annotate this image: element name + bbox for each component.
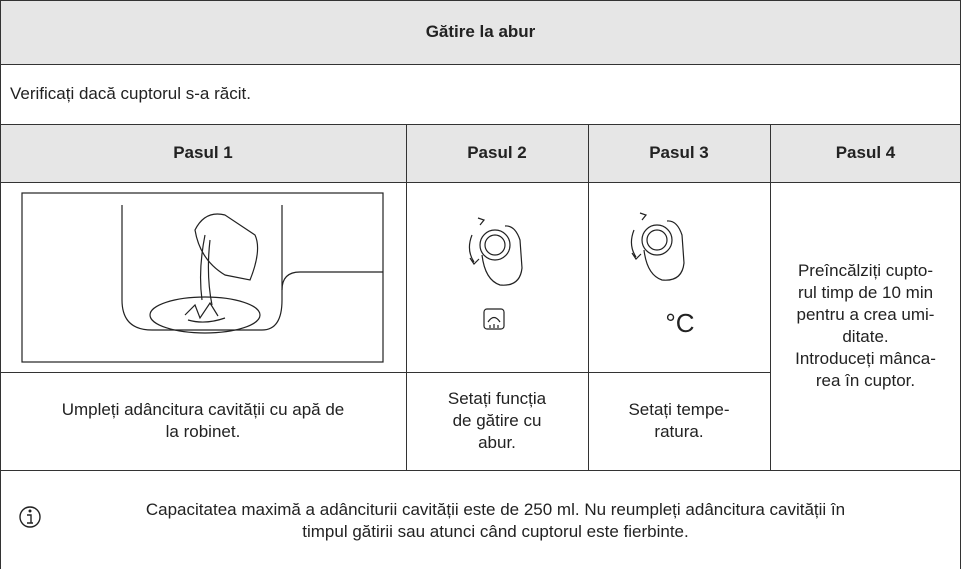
text-line: ditate.: [842, 327, 889, 346]
text-line: Introduceți mânca-: [795, 349, 936, 368]
knob-icon: [630, 212, 685, 281]
info-icon: [19, 506, 41, 528]
step-heading: Pasul 4: [835, 143, 896, 162]
text-line: rea în cuptor.: [815, 371, 916, 390]
intro-text: Verificați dacă cuptorul s-a răcit.: [10, 84, 251, 103]
step-text: Umpleți adâncitura cavității cu apă de la…: [0, 372, 406, 470]
step-heading: Pasul 1: [173, 143, 233, 162]
knob-icon: [468, 217, 523, 330]
step-heading: Pasul 2: [467, 143, 527, 162]
text-line: ratura.: [654, 422, 704, 441]
text-line: pentru a crea umi-: [796, 305, 935, 324]
text-line: Setați funcția: [447, 389, 547, 408]
text-line: Capacitatea maximă a adânciturii cavităț…: [145, 500, 846, 519]
text-line: de gătire cu: [452, 411, 542, 430]
step-text: Preîncălziți cupto-rul timp de 10 min pen…: [770, 182, 961, 470]
text-line: abur.: [478, 433, 516, 452]
note-text: Capacitatea maximă a adânciturii cavităț…: [30, 490, 961, 552]
table-title: Gătire la abur: [425, 22, 536, 41]
step-text: Setați funcția de gătire cu abur.: [406, 372, 588, 470]
text-line: Setați tempe-: [628, 400, 730, 419]
step-heading: Pasul 3: [649, 143, 709, 162]
text-line: rul timp de 10 min: [797, 283, 934, 302]
step-text: Setați tempe-ratura.: [588, 372, 770, 470]
step-header-bg: [0, 124, 961, 182]
pour-illustration: [21, 192, 384, 363]
text-line: la robinet.: [165, 422, 241, 441]
text-line: Preîncălziți cupto-: [797, 261, 934, 280]
text-line: Umpleți adâncitura cavității cu apă de: [61, 400, 345, 419]
temperature-symbol: °C: [665, 308, 695, 338]
header-bg: [0, 0, 961, 64]
text-line: timpul gătirii sau atunci când cuptorul …: [302, 522, 689, 541]
